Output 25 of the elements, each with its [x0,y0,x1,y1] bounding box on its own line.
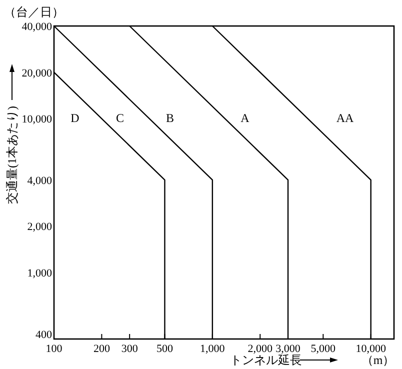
text: （台／日） [4,5,64,19]
y-tick-label: 10,000 [22,114,52,126]
y-tick-label: 20,000 [22,67,52,80]
annotation: D [70,111,80,125]
y-tick-label: 2,000 [27,221,52,234]
x-tick-label: 200 [93,343,110,355]
x-tick-label: 500 [156,343,174,355]
y-tick-label: 40,000 [22,21,52,33]
annotation: AA [336,111,354,125]
x-tick-label: 1,000 [200,343,226,355]
y-tick-label: 1,000 [27,268,52,280]
x-tick-label: 3,000 [276,343,301,355]
annotation: B [166,111,174,125]
annotation: A [240,111,250,125]
annotation: C [116,111,124,125]
x-tick-label: 100 [46,343,63,355]
y-tick-label: 400 [36,328,52,341]
x-tick-label: 5,000 [310,343,336,355]
text: （m） [361,353,395,367]
x-tick-label: 2,000 [248,343,273,355]
x-tick-label: 300 [121,343,138,355]
x-tick-label: 10,000 [356,343,386,355]
x-axis-title: トンネル延長 [230,353,302,367]
y-axis-title: 交通量(1本あたり) [5,106,19,204]
y-tick-label: 4,000 [27,174,52,187]
